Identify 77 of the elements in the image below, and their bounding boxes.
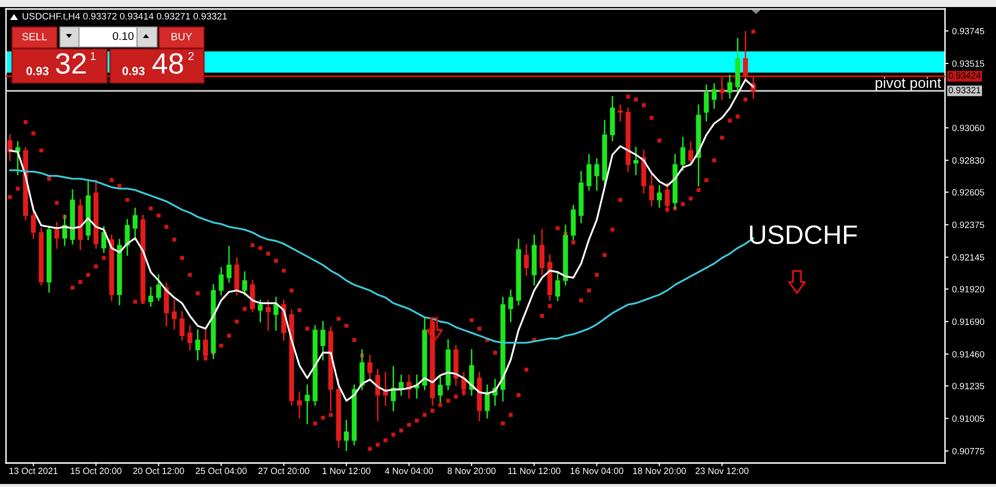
candlestick <box>727 74 732 99</box>
candlestick <box>30 204 36 239</box>
x-tick-label: 1 Nov 12:00 <box>322 468 370 474</box>
x-tick-label: 23 Nov 12:00 <box>696 468 748 474</box>
candlestick <box>258 300 263 322</box>
y-tick-label: 0.91690 <box>952 318 984 325</box>
y-tick-label: 0.91235 <box>952 382 984 390</box>
ref-line-label: 0.93424 <box>948 72 981 79</box>
candlestick <box>540 228 544 276</box>
x-tick-label: 13 Oct 2021 <box>9 468 58 474</box>
y-tick-label: 0.93060 <box>952 124 984 132</box>
annotation: 1 <box>90 52 96 60</box>
x-tick-label: 4 Nov 04:00 <box>384 468 433 474</box>
candlestick <box>618 104 623 122</box>
candlestick <box>180 310 185 341</box>
candlestick <box>633 146 638 176</box>
x-tick-label: 16 Nov 04:00 <box>570 468 624 474</box>
y-tick-label: 0.93745 <box>952 28 984 34</box>
y-tick-label: 0.91920 <box>952 286 984 292</box>
candlestick <box>704 84 709 122</box>
candlestick <box>7 134 12 162</box>
candlestick <box>195 329 200 360</box>
y-tick-label: 0.91005 <box>952 415 984 422</box>
candlestick <box>438 374 443 403</box>
candlestick <box>656 185 662 208</box>
annotation: 0.93 <box>122 66 145 76</box>
candlestick <box>743 30 748 80</box>
candlestick <box>266 300 271 331</box>
candlestick <box>101 226 106 253</box>
y-tick-label: 0.92145 <box>952 254 984 261</box>
y-tick-label: 0.92830 <box>952 157 984 164</box>
x-tick-label: 18 Nov 20:00 <box>633 468 686 474</box>
y-tick-label: 0.90775 <box>952 448 984 454</box>
candlestick <box>508 290 514 322</box>
candlestick <box>156 274 162 302</box>
annotation: 0.93 <box>26 66 49 76</box>
y-tick-label: 0.92605 <box>952 189 984 196</box>
candlestick <box>320 320 326 360</box>
x-tick-label: 25 Oct 04:00 <box>196 468 247 474</box>
candlestick <box>649 174 654 206</box>
candlestick <box>296 392 302 418</box>
candlestick <box>712 83 717 109</box>
y-tick-label: 0.92375 <box>952 222 984 228</box>
candlestick <box>344 420 349 451</box>
candlestick <box>218 267 224 296</box>
candlestick <box>187 325 192 351</box>
candlestick <box>680 137 686 171</box>
x-tick-label: 15 Oct 20:00 <box>70 468 122 474</box>
candlestick <box>54 222 60 249</box>
candlestick <box>375 368 380 422</box>
candlestick <box>586 154 592 191</box>
candlestick <box>226 246 232 283</box>
candlestick <box>242 271 248 296</box>
annotation: pivot point <box>876 77 942 91</box>
candlestick <box>524 244 529 276</box>
candlestick <box>720 78 724 100</box>
candlestick <box>132 208 138 240</box>
annotation: 32 <box>56 53 86 74</box>
candlestick <box>688 141 694 166</box>
annotation: SELL <box>22 32 47 40</box>
candlestick <box>367 354 372 379</box>
annotation: USDCHF <box>750 225 857 244</box>
candlestick <box>274 296 278 331</box>
annotation: 48 <box>152 53 183 74</box>
candlestick <box>594 158 600 191</box>
annotation: 2 <box>188 52 194 60</box>
y-tick-label: 0.91460 <box>952 351 984 358</box>
x-tick-label: 20 Oct 12:00 <box>133 468 184 474</box>
x-tick-label: 11 Nov 12:00 <box>508 468 560 474</box>
ref-line-label: 0.93321 <box>948 86 980 94</box>
y-tick-label: 0.93515 <box>952 60 984 67</box>
x-tick-label: 8 Nov 20:00 <box>448 468 496 474</box>
annotation: 0.10 <box>112 32 134 40</box>
annotation: BUY <box>172 33 192 40</box>
chart-title: USDCHF.t,H4 0.93372 0.93414 0.93271 0.93321 <box>22 12 227 21</box>
candlestick <box>555 271 560 302</box>
x-tick-label: 27 Oct 20:00 <box>258 468 310 474</box>
